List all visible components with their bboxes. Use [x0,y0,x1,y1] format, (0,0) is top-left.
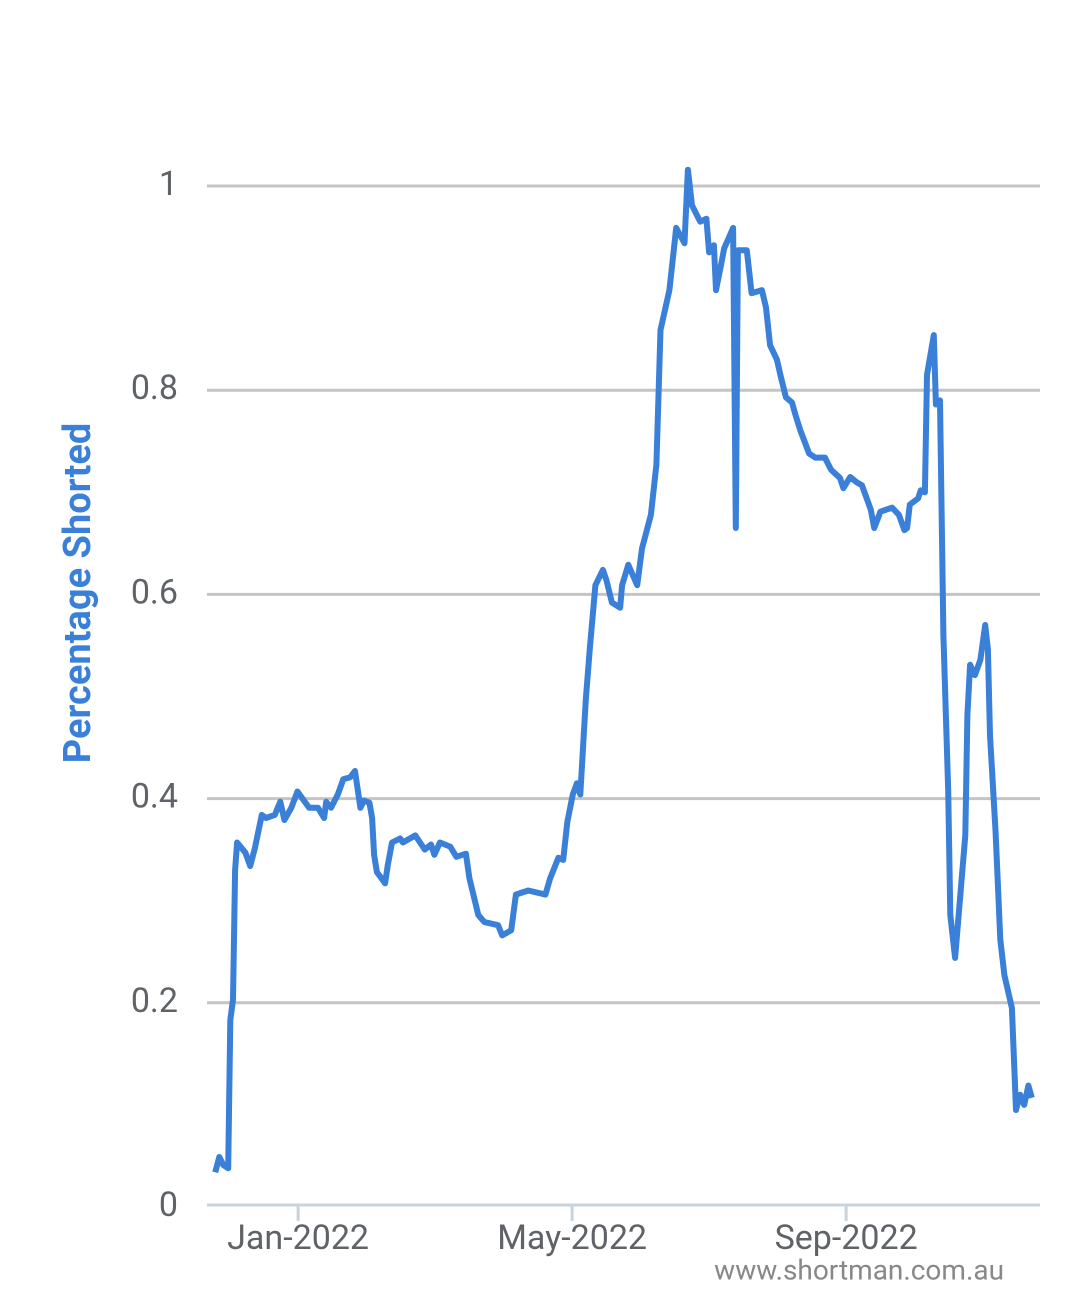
y-tick-label: 0.4 [131,777,178,817]
y-tick-label: 1 [159,164,178,204]
x-tick-label: Jan-2022 [227,1218,369,1258]
y-tick-label: 0.2 [131,981,178,1021]
x-tick-label: Sep-2022 [775,1218,918,1258]
y-tick-label: 0.6 [131,572,178,612]
y-axis-label: Percentage Shorted [56,423,100,764]
watermark: www.shortman.com.au [714,1253,1004,1286]
x-tick-label: May-2022 [497,1218,647,1258]
y-tick-label: 0.8 [131,368,178,408]
y-tick-label: 0 [159,1185,178,1225]
line [212,166,1035,1174]
